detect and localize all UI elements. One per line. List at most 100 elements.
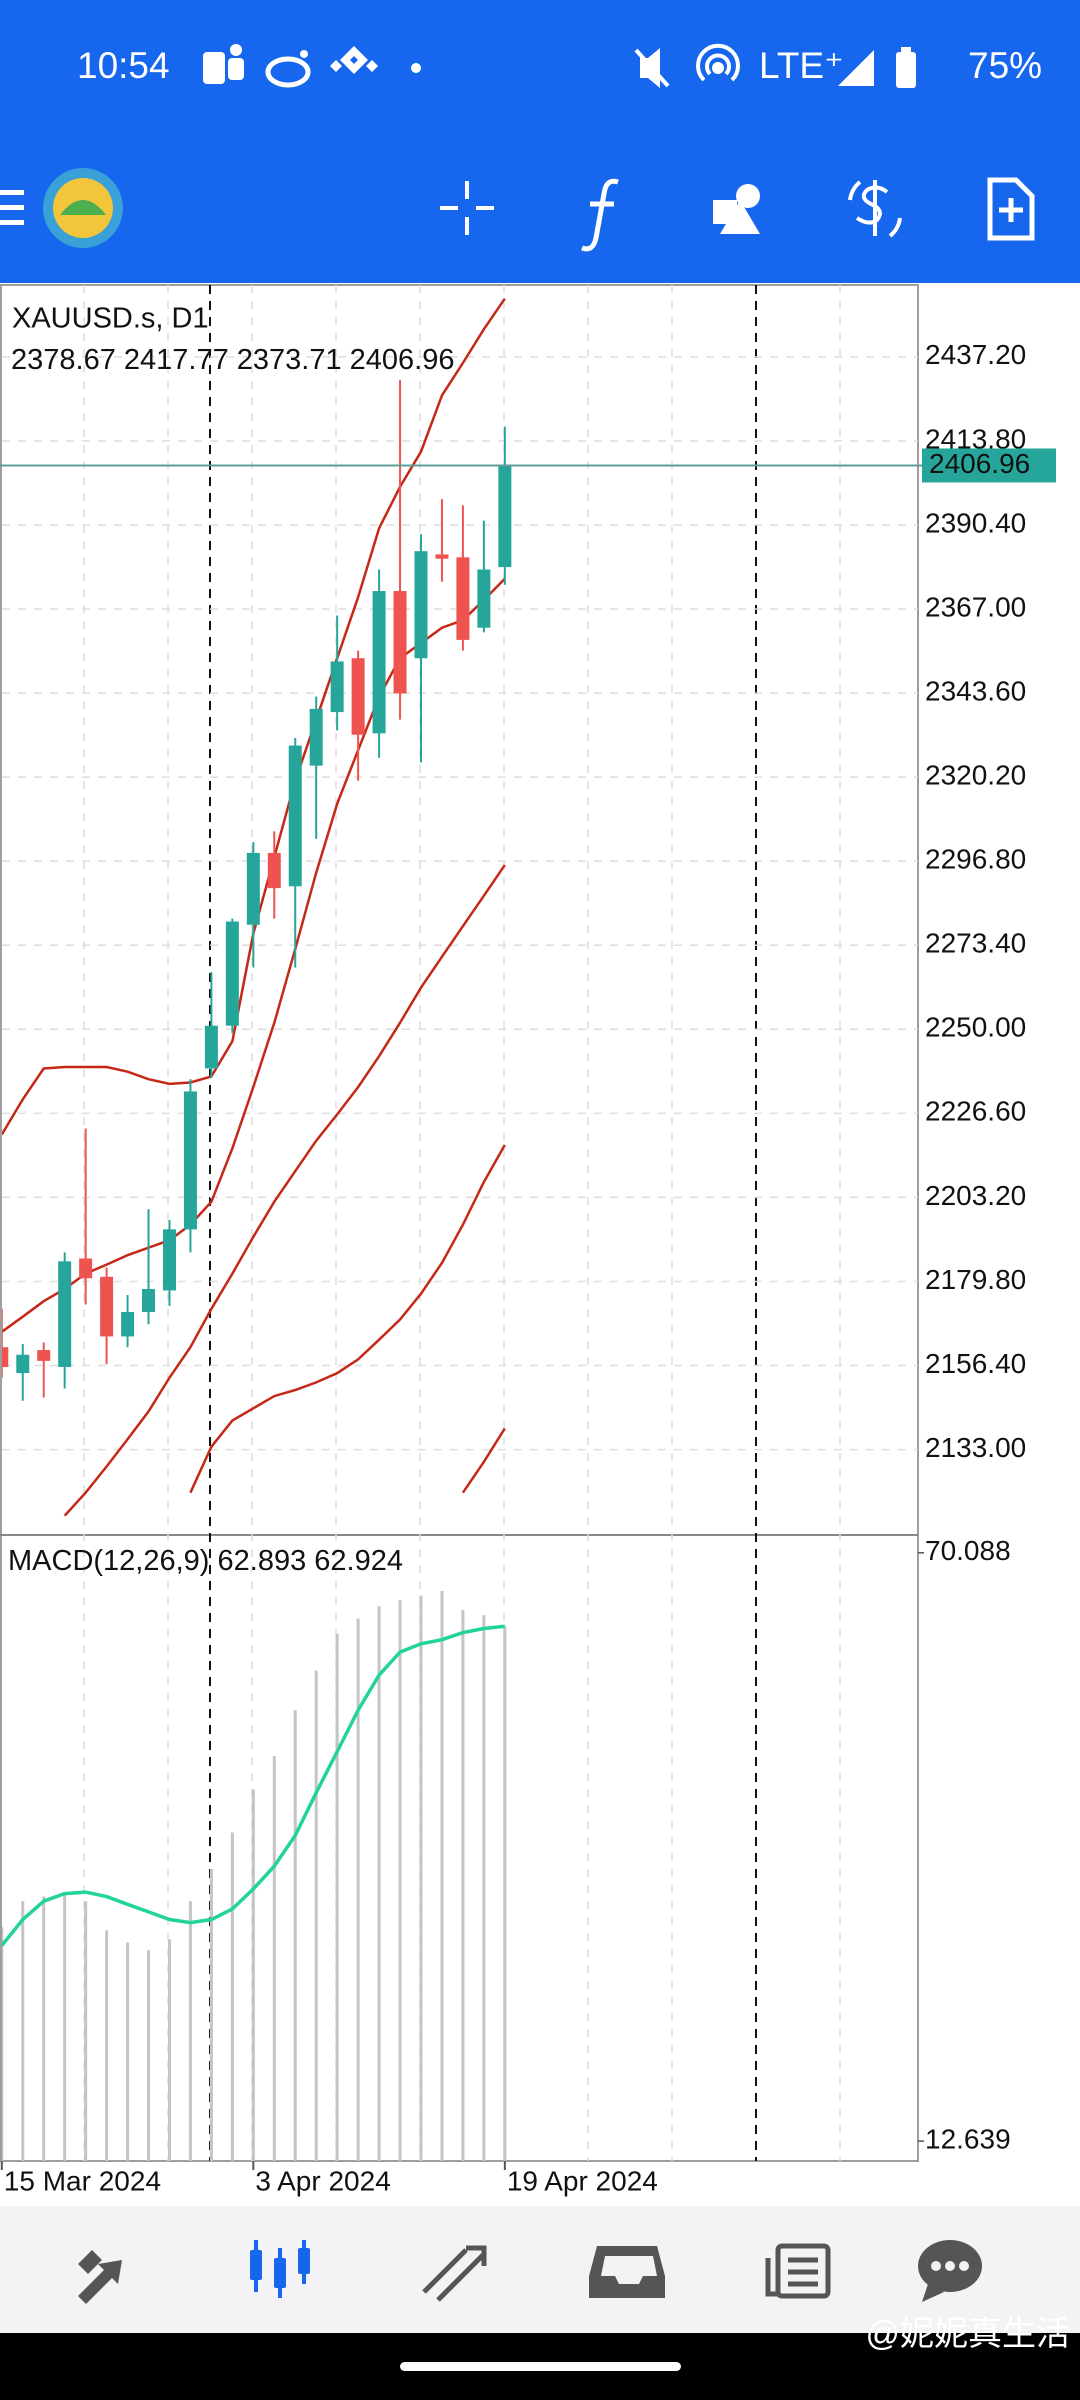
trade-tab[interactable] — [422, 2245, 487, 2302]
macd-bar — [272, 1756, 276, 2161]
trade-button[interactable] — [848, 180, 902, 238]
macd-bar — [147, 1950, 151, 2161]
ohlc-readout: 2378.67 2417.77 2373.71 2406.96 — [11, 344, 455, 376]
candle-body — [351, 658, 365, 735]
watermark: @妮妮真生活 — [865, 2315, 1070, 2353]
news-tab[interactable] — [765, 2243, 831, 2299]
macd-bar — [503, 1626, 507, 2161]
app-logo[interactable] — [43, 168, 123, 248]
candle-body — [477, 569, 491, 628]
macd-bar — [21, 1901, 25, 2161]
y-tick-label: 2296.80 — [925, 844, 1026, 875]
macd-bar — [398, 1600, 402, 2161]
candle-body — [37, 1350, 51, 1361]
macd-bar — [377, 1606, 381, 2161]
signal-value: 62.924 — [314, 1545, 403, 1577]
x-tick-label: 19 Apr 2024 — [507, 2165, 658, 2196]
candle-body — [204, 1025, 218, 1069]
quotes-tab[interactable] — [78, 2250, 122, 2304]
y-tick-label: 2390.40 — [925, 507, 1026, 538]
indicator-line — [189, 1144, 506, 1494]
candle-body — [414, 551, 428, 659]
x-tick-label: 15 Mar 2024 — [4, 2165, 161, 2196]
y-tick-label: 2226.60 — [925, 1096, 1026, 1127]
macd-bar — [42, 1896, 46, 2161]
macd-bar — [167, 1939, 171, 2161]
indicator-line — [461, 1427, 506, 1494]
status-network: LTE⁺ — [759, 45, 844, 86]
macd-plot — [2, 1590, 507, 2161]
candle-body — [456, 557, 470, 640]
symbol-title: XAUUSD.s, D1 — [12, 303, 209, 335]
candle-body — [435, 554, 449, 559]
macd-bar — [440, 1590, 444, 2161]
home-indicator[interactable] — [400, 2362, 681, 2371]
macd-readout: MACD(12,26,9) 62.893 62.924 — [8, 1545, 403, 1577]
macd-bar — [230, 1832, 234, 2161]
macd-value: 62.893 — [218, 1545, 307, 1577]
y-tick-label: 70.088 — [925, 1535, 1011, 1566]
y-tick-label: 2203.20 — [925, 1180, 1026, 1211]
y-tick-label: 2437.20 — [925, 339, 1026, 370]
macd-bar — [126, 1942, 130, 2161]
candle-body — [58, 1261, 72, 1367]
candle-body — [100, 1276, 114, 1337]
candle-body — [246, 852, 260, 925]
macd-panel — [2, 1590, 507, 2161]
y-tick-label: 2250.00 — [925, 1012, 1026, 1043]
y-tick-label: 12.639 — [925, 2124, 1011, 2155]
price-plot — [2, 297, 512, 1517]
status-time: 10:54 — [77, 45, 170, 86]
candle-body — [183, 1091, 197, 1230]
candle-body — [330, 661, 344, 713]
bottom-nav — [0, 2206, 1080, 2333]
macd-bar — [188, 1901, 192, 2161]
y-tick-label: 2133.00 — [925, 1432, 1026, 1463]
candle-body — [16, 1354, 30, 1374]
macd-bar — [63, 1892, 67, 2161]
system-icons — [634, 43, 916, 88]
history-tab[interactable] — [589, 2246, 665, 2298]
signal-line — [2, 1624, 505, 1947]
candle-body — [121, 1312, 135, 1337]
macd-bar — [314, 1670, 318, 2161]
chat-tab[interactable] — [918, 2240, 982, 2302]
y-tick-label: 2156.40 — [925, 1348, 1026, 1379]
indicators-button[interactable] — [581, 178, 619, 252]
ohlc-open: 2378.67 — [11, 344, 116, 376]
ohlc-high: 2417.77 — [124, 344, 229, 376]
candle-body — [498, 465, 512, 568]
macd-bar — [419, 1595, 423, 2161]
candle-body — [162, 1229, 176, 1291]
menu-button[interactable] — [0, 190, 24, 225]
y-tick-label: 2343.60 — [925, 675, 1026, 706]
y-tick-label: 2179.80 — [925, 1264, 1026, 1295]
objects-button[interactable] — [713, 184, 760, 234]
new-order-button[interactable] — [987, 177, 1035, 241]
candle-body — [288, 745, 302, 887]
candle-body — [372, 591, 386, 734]
candle-body — [225, 921, 239, 1026]
app-header — [0, 0, 1080, 283]
macd-title: MACD(12,26,9) — [8, 1545, 209, 1577]
macd-bar — [251, 1789, 255, 2161]
macd-bar — [2, 1927, 4, 2161]
macd-bar — [482, 1615, 486, 2161]
toolbar — [0, 168, 1035, 252]
y-tick-label: 2273.40 — [925, 928, 1026, 959]
macd-bar — [335, 1633, 339, 2161]
notification-icons — [203, 44, 421, 88]
macd-bar — [105, 1930, 109, 2161]
macd-bar — [461, 1610, 465, 2161]
chart-tab[interactable] — [250, 2240, 310, 2298]
x-tick-label: 3 Apr 2024 — [255, 2165, 390, 2196]
ohlc-low: 2373.71 — [237, 344, 342, 376]
macd-bar — [356, 1618, 360, 2161]
crosshair-button[interactable] — [440, 181, 494, 235]
candle-body — [79, 1258, 93, 1279]
y-tick-label: 2320.20 — [925, 760, 1026, 791]
indicator-line — [63, 864, 506, 1517]
ohlc-close: 2406.96 — [350, 344, 455, 376]
